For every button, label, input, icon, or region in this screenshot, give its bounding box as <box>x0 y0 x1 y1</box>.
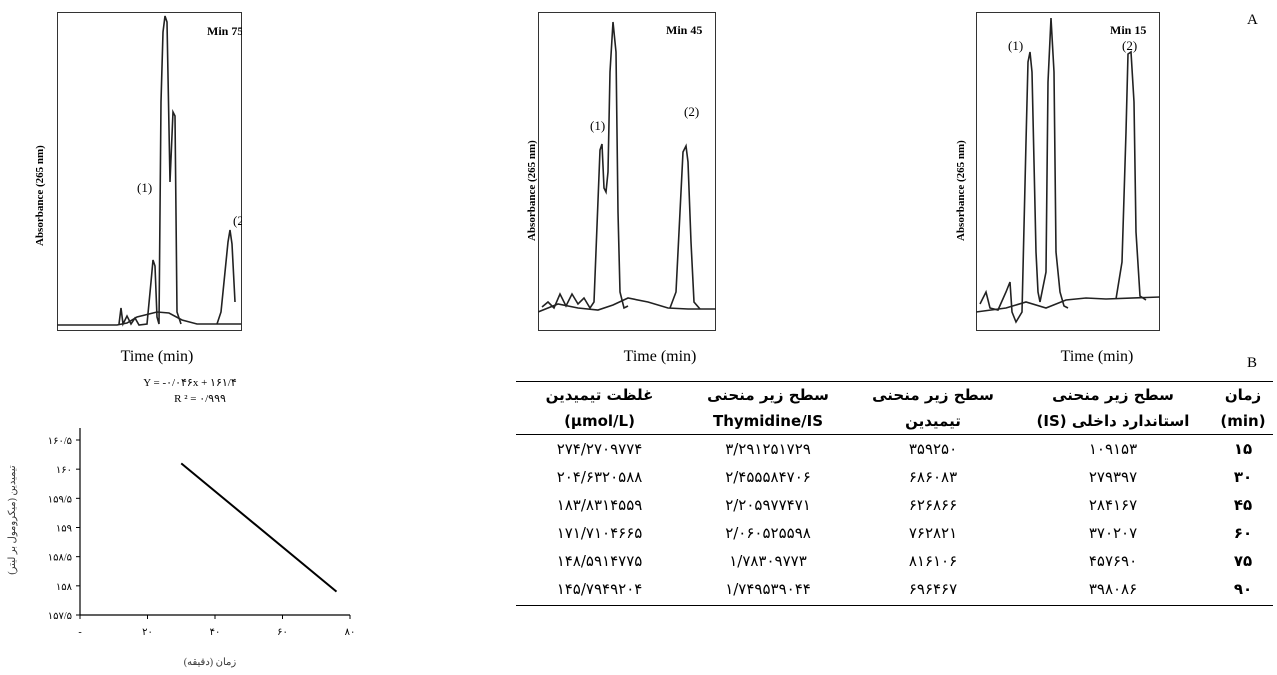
table-cell: ۲۰۴/۶۳۲۰۵۸۸ <box>556 468 643 486</box>
x-tick-label: ۶۰ <box>277 627 288 638</box>
panel-b-label: B <box>1247 355 1258 371</box>
header-is-area: سطح زیر منحنی <box>1052 386 1174 404</box>
x-axis-label: زمان (دقیقه) <box>184 657 237 668</box>
table-cell: ۶۲۶۸۶۶ <box>908 496 958 514</box>
panel-a-label: A <box>1247 12 1258 28</box>
chromatogram-xlabel: Time (min) <box>623 348 697 365</box>
table-cell: ۳۰ <box>1233 468 1253 486</box>
table-row: ۶۰ ۳۷۰۲۰۷ ۷۶۲۸۲۱ ۲/۰۶۰۵۲۵۵۹۸ ۱۷۱/۷۱۰۴۶۶۵ <box>516 519 1273 547</box>
table-cell: ۷۶۲۸۲۱ <box>908 524 958 542</box>
x-tick-label: ۸۰ <box>345 627 356 638</box>
peak2-label: (2) <box>684 104 699 119</box>
data-table-container: زمان سطح زیر منحنی سطح زیر منحنی سطح زیر… <box>516 381 1273 606</box>
table-cell: ۱۵ <box>1233 440 1253 458</box>
chromatogram-ylabel: Absorbance (265 nm) <box>526 140 538 241</box>
table-row: ۴۵ ۲۸۴۱۶۷ ۶۲۶۸۶۶ ۲/۲۰۵۹۷۷۴۷۱ ۱۸۳/۸۳۱۴۵۵۹ <box>516 491 1273 519</box>
y-tick-label: ۱۶۰ <box>56 465 72 476</box>
peak2-label: (2) <box>233 213 242 228</box>
chromatogram-ylabel: Absorbance (265 nm) <box>955 140 967 241</box>
regression-equation: Y = -۰/۰۴۶x + ۱۶۱/۴ <box>143 377 237 389</box>
table-cell: ۳۷۰۲۰۷ <box>1088 524 1138 542</box>
chromatogram-plot: Min 75 (1) (2) <box>57 12 242 331</box>
regression-r2: R ² = ۰/۹۹۹ <box>174 393 226 405</box>
table-cell: ۲۷۹۳۹۷ <box>1088 468 1138 486</box>
regression-chart-svg: Y = -۰/۰۴۶x + ۱۶۱/۴ R ² = ۰/۹۹۹ ۱۵۷/۵ ۱۵۸… <box>7 377 356 668</box>
table-cell: ۱۰۹۱۵۳ <box>1088 440 1138 458</box>
table-cell: ۶۰ <box>1233 524 1253 542</box>
x-tick-label: ۲۰ <box>142 627 153 638</box>
chromatogram-plot: Min 45 (1) (2) <box>538 12 716 331</box>
table-cell: ۳۹۸۰۸۶ <box>1088 580 1138 598</box>
chromatogram-xlabel: Time (min) <box>1060 348 1134 365</box>
x-tick-label: - <box>78 627 81 638</box>
table-cell: ۶۸۶۰۸۳ <box>908 468 958 486</box>
table-cell: ۹۰ <box>1233 580 1253 598</box>
table-cell: ۳/۲۹۱۲۵۱۷۲۹ <box>725 440 811 458</box>
table-cell: ۲/۰۶۰۵۲۵۵۹۸ <box>725 524 811 542</box>
chromatogram-title: Min 45 <box>666 23 702 37</box>
table-cell: ۲۸۴۱۶۷ <box>1088 496 1138 514</box>
y-tick-label: ۱۵۷/۵ <box>48 611 72 622</box>
header-ratio: سطح زیر منحنی <box>707 386 829 404</box>
header-ratio-sub: Thymidine/IS <box>712 412 824 430</box>
header-thymidine-area-sub: تیمیدین <box>905 412 961 430</box>
x-tick-label: ۴۰ <box>210 627 221 638</box>
table-cell: ۶۹۶۴۶۷ <box>908 580 958 598</box>
peak2-label: (2) <box>1122 38 1137 53</box>
table-cell: ۱۴۵/۷۹۴۹۲۰۴ <box>556 580 643 598</box>
chromatogram-min15: Absorbance (265 nm) Min 15 (1) (2) <box>952 12 1164 332</box>
header-time: زمان <box>1224 386 1262 404</box>
table-cell: ۱/۷۴۹۵۳۹۰۴۴ <box>725 580 811 598</box>
table-row: ۷۵ ۴۵۷۶۹۰ ۸۱۶۱۰۶ ۱/۷۸۳۰۹۷۷۳ ۱۴۸/۵۹۱۴۷۷۵ <box>516 547 1273 575</box>
peak1-label: (1) <box>137 180 152 195</box>
chromatogram-plot: Min 15 (1) (2) <box>976 12 1160 331</box>
header-is-area-sub: استاندارد داخلی (IS) <box>1036 412 1190 430</box>
table-cell: ۲۷۴/۲۷۰۹۷۷۴ <box>556 440 643 458</box>
regression-line <box>180 462 338 593</box>
regression-chart: Y = -۰/۰۴۶x + ۱۶۱/۴ R ² = ۰/۹۹۹ ۱۵۷/۵ ۱۵۸… <box>0 370 380 670</box>
table-row: ۹۰ ۳۹۸۰۸۶ ۶۹۶۴۶۷ ۱/۷۴۹۵۳۹۰۴۴ ۱۴۵/۷۹۴۹۲۰۴ <box>516 575 1273 603</box>
table-cell: ۴۵ <box>1233 496 1253 514</box>
y-axis-label: تیمیدین (میکرومول بر لیتر) <box>7 465 18 575</box>
chromatogram-min75: Absorbance (265 nm) Min 75 (1) (2) <box>30 12 245 332</box>
y-tick-label: ۱۵۸ <box>56 582 73 593</box>
table-row: ۱۵ ۱۰۹۱۵۳ ۳۵۹۲۵۰ ۳/۲۹۱۲۵۱۷۲۹ ۲۷۴/۲۷۰۹۷۷۴ <box>516 435 1273 464</box>
table-cell: ۱۷۱/۷۱۰۴۶۶۵ <box>556 524 643 542</box>
table-cell: ۱۴۸/۵۹۱۴۷۷۵ <box>556 552 643 570</box>
peak1-label: (1) <box>590 118 605 133</box>
table-cell: ۱۸۳/۸۳۱۴۵۵۹ <box>556 496 643 514</box>
header-concentration: غلظت تیمیدین <box>545 386 654 404</box>
table-cell: ۸۱۶۱۰۶ <box>908 552 958 570</box>
peak1-label: (1) <box>1008 38 1023 53</box>
chromatogram-title: Min 75 <box>207 24 242 38</box>
table-cell: ۷۵ <box>1233 552 1253 570</box>
y-tick-label: ۱۶۰/۵ <box>48 436 72 447</box>
chromatogram-xlabel: Time (min) <box>120 348 194 365</box>
table-row: ۳۰ ۲۷۹۳۹۷ ۶۸۶۰۸۳ ۲/۴۵۵۵۸۴۷۰۶ ۲۰۴/۶۳۲۰۵۸۸ <box>516 463 1273 491</box>
table-cell: ۳۵۹۲۵۰ <box>908 440 958 458</box>
y-tick-label: ۱۵۹ <box>56 524 72 535</box>
chromatogram-min45: Absorbance (265 nm) Min 45 (1) (2) <box>520 12 720 332</box>
data-table: زمان سطح زیر منحنی سطح زیر منحنی سطح زیر… <box>516 382 1273 603</box>
header-concentration-sub: (µmol/L) <box>564 412 635 430</box>
y-tick-label: ۱۵۹/۵ <box>48 494 72 505</box>
table-cell: ۱/۷۸۳۰۹۷۷۳ <box>729 552 807 570</box>
table-cell: ۲/۴۵۵۵۸۴۷۰۶ <box>725 468 811 486</box>
header-time-sub: (min) <box>1220 412 1266 430</box>
chromatogram-ylabel: Absorbance (265 nm) <box>34 145 46 246</box>
table-cell: ۲/۲۰۵۹۷۷۴۷۱ <box>725 496 811 514</box>
table-cell: ۴۵۷۶۹۰ <box>1088 552 1138 570</box>
chromatogram-title: Min 15 <box>1110 23 1146 37</box>
header-thymidine-area: سطح زیر منحنی <box>872 386 994 404</box>
y-tick-label: ۱۵۸/۵ <box>48 553 72 564</box>
